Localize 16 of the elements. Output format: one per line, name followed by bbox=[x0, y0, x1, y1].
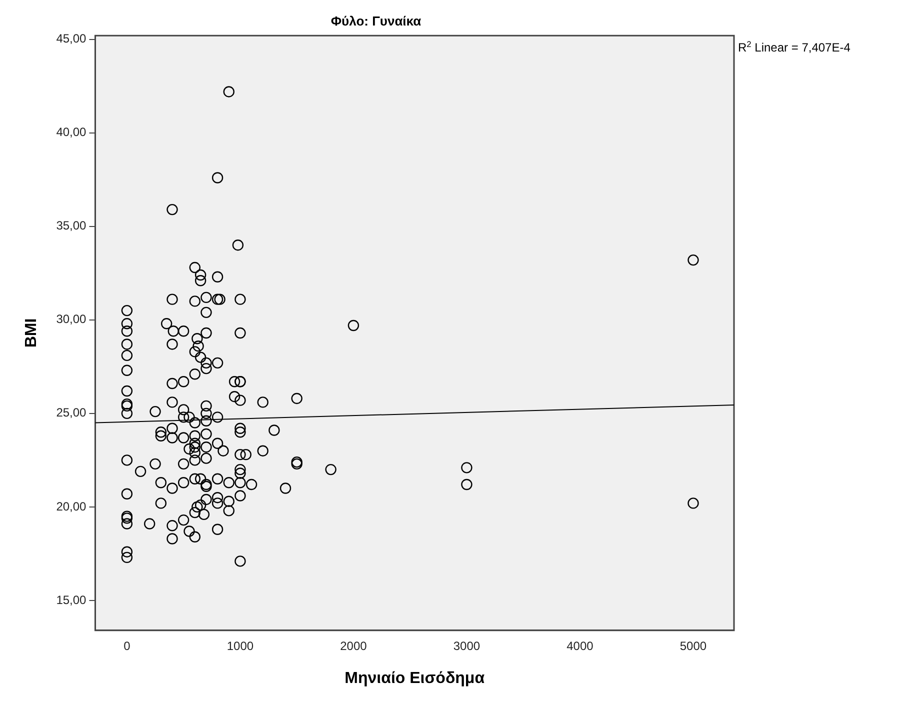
y-tick-label: 45,00 bbox=[56, 32, 87, 46]
x-tick-label: 2000 bbox=[340, 638, 368, 653]
y-tick-label: 40,00 bbox=[56, 125, 87, 140]
x-axis-title: Μηνιαίο Εισόδημα bbox=[344, 670, 485, 687]
y-tick-label: 30,00 bbox=[56, 312, 87, 326]
x-tick-label: 5000 bbox=[680, 638, 707, 653]
x-tick-label: 3000 bbox=[453, 638, 480, 653]
y-axis-title: BMI bbox=[23, 318, 40, 348]
y-tick-label: 15,00 bbox=[56, 592, 87, 607]
y-tick-label: 25,00 bbox=[56, 406, 87, 420]
chart-title: Φύλο: Γυναίκα bbox=[330, 13, 422, 28]
x-tick-label: 1000 bbox=[226, 638, 254, 653]
y-tick-label: 20,00 bbox=[56, 499, 87, 514]
x-tick-label: 0 bbox=[124, 638, 131, 653]
x-tick-label: 4000 bbox=[566, 638, 594, 653]
y-tick-label: 35,00 bbox=[56, 218, 87, 233]
